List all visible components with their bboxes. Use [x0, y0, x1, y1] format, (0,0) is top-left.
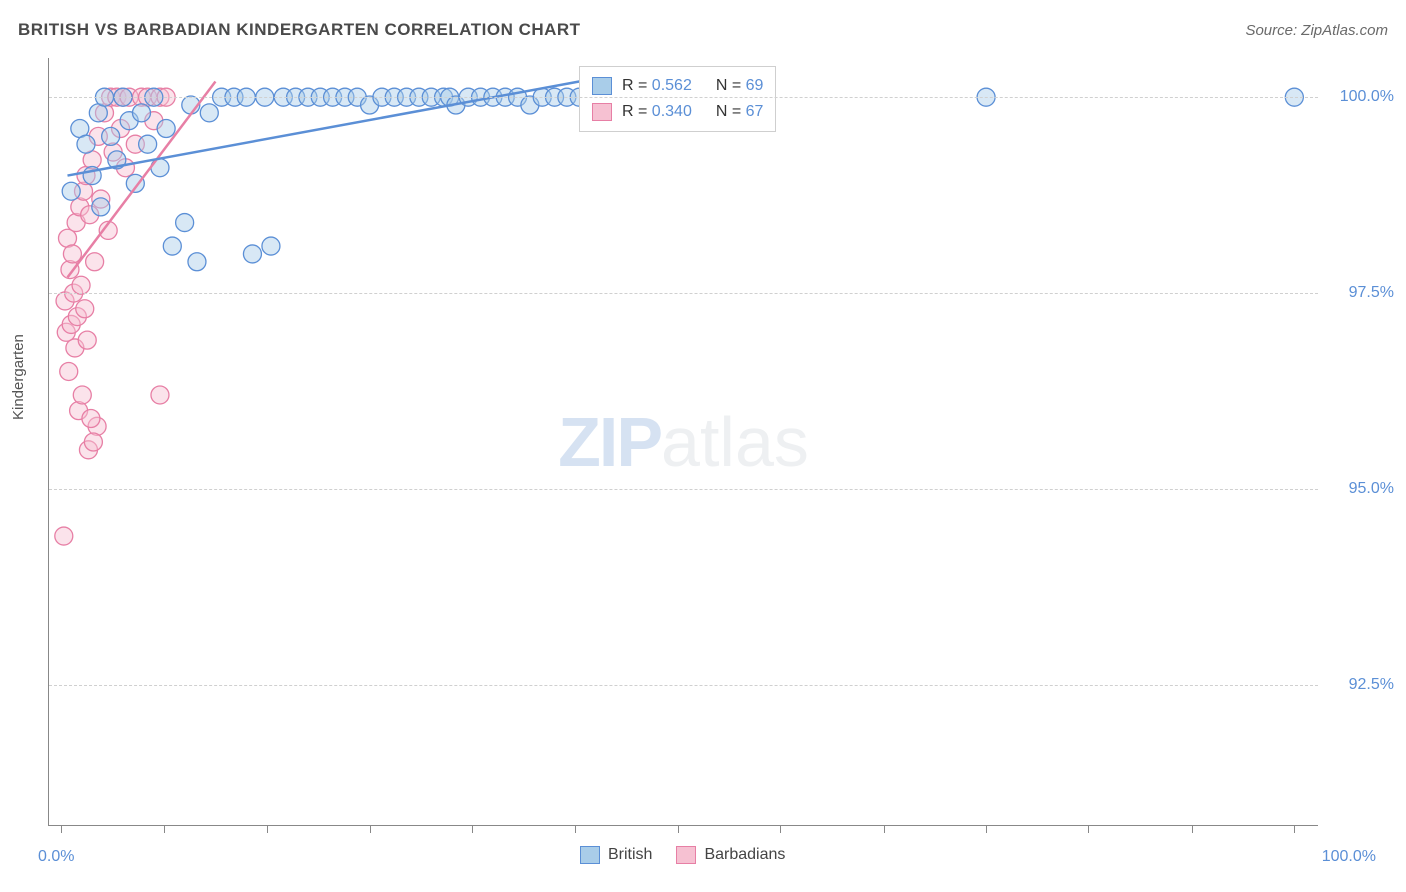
- gridline: [49, 293, 1318, 294]
- data-point: [78, 331, 96, 349]
- x-tick: [575, 825, 576, 833]
- data-point: [60, 362, 78, 380]
- x-tick: [1294, 825, 1295, 833]
- x-tick: [986, 825, 987, 833]
- stats-legend: R = 0.562 N = 69 R = 0.340 N = 67: [579, 66, 776, 132]
- x-axis-max-label: 100.0%: [1322, 848, 1376, 866]
- x-tick: [884, 825, 885, 833]
- y-tick-label: 92.5%: [1349, 676, 1394, 694]
- legend-row-barbadians: R = 0.340 N = 67: [592, 99, 763, 125]
- x-tick: [370, 825, 371, 833]
- gridline: [49, 97, 1318, 98]
- chart-title: BRITISH VS BARBADIAN KINDERGARTEN CORREL…: [18, 20, 581, 40]
- data-point: [84, 433, 102, 451]
- data-point: [243, 245, 261, 263]
- legend-label-british: British: [608, 846, 652, 864]
- data-point: [200, 104, 218, 122]
- data-point: [86, 253, 104, 271]
- y-tick-label: 95.0%: [1349, 480, 1394, 498]
- y-tick-label: 97.5%: [1349, 284, 1394, 302]
- data-point: [92, 198, 110, 216]
- data-point: [139, 135, 157, 153]
- gridline: [49, 489, 1318, 490]
- x-tick: [61, 825, 62, 833]
- x-tick: [164, 825, 165, 833]
- swatch-barbadians-bottom: [676, 846, 696, 864]
- data-point: [72, 276, 90, 294]
- x-tick: [267, 825, 268, 833]
- bottom-legend: British Barbadians: [580, 846, 785, 864]
- plot-area: ZIPatlas R = 0.562 N = 69 R = 0.340 N = …: [48, 58, 1318, 826]
- x-tick: [678, 825, 679, 833]
- data-point: [73, 386, 91, 404]
- swatch-barbadians: [592, 103, 612, 121]
- data-point: [82, 409, 100, 427]
- swatch-british-bottom: [580, 846, 600, 864]
- x-tick: [780, 825, 781, 833]
- y-tick-label: 100.0%: [1340, 88, 1394, 106]
- data-point: [176, 214, 194, 232]
- data-point: [262, 237, 280, 255]
- data-point: [151, 386, 169, 404]
- legend-label-barbadians: Barbadians: [704, 846, 785, 864]
- legend-item-barbadians: Barbadians: [676, 846, 785, 864]
- data-point: [163, 237, 181, 255]
- data-point: [55, 527, 73, 545]
- x-tick: [1088, 825, 1089, 833]
- data-point: [63, 245, 81, 263]
- legend-row-british: R = 0.562 N = 69: [592, 73, 763, 99]
- data-point: [102, 127, 120, 145]
- swatch-british: [592, 77, 612, 95]
- x-axis-min-label: 0.0%: [38, 848, 74, 866]
- chart-source: Source: ZipAtlas.com: [1245, 22, 1388, 39]
- data-point: [62, 182, 80, 200]
- data-point: [77, 135, 95, 153]
- gridline: [49, 685, 1318, 686]
- scatter-svg: [49, 58, 1319, 826]
- data-point: [188, 253, 206, 271]
- x-tick: [1192, 825, 1193, 833]
- legend-item-british: British: [580, 846, 652, 864]
- data-point: [76, 300, 94, 318]
- data-point: [132, 104, 150, 122]
- data-point: [157, 120, 175, 138]
- x-tick: [472, 825, 473, 833]
- y-axis-label: Kindergarten: [10, 334, 27, 420]
